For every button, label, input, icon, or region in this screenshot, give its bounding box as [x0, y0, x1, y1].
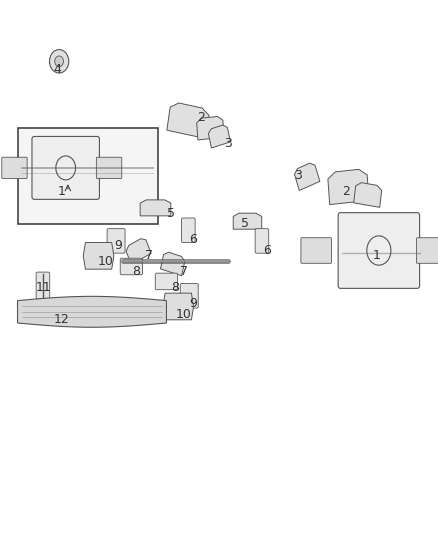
FancyBboxPatch shape [180, 284, 198, 308]
FancyBboxPatch shape [155, 273, 177, 290]
FancyBboxPatch shape [181, 218, 195, 243]
Circle shape [55, 56, 64, 67]
Text: 7: 7 [180, 265, 188, 278]
Polygon shape [140, 200, 171, 216]
Bar [18, 128, 158, 224]
Text: 9: 9 [114, 239, 122, 252]
FancyBboxPatch shape [36, 272, 49, 300]
PathPatch shape [18, 296, 166, 327]
Polygon shape [233, 213, 261, 229]
Text: 12: 12 [53, 313, 69, 326]
FancyBboxPatch shape [255, 229, 269, 253]
Text: 4: 4 [53, 63, 61, 76]
Circle shape [49, 50, 69, 73]
Text: 1: 1 [57, 185, 65, 198]
FancyBboxPatch shape [338, 213, 420, 288]
Polygon shape [208, 125, 230, 148]
Polygon shape [126, 239, 151, 264]
Polygon shape [163, 293, 194, 320]
FancyBboxPatch shape [417, 238, 438, 263]
Polygon shape [197, 117, 224, 140]
FancyBboxPatch shape [96, 157, 122, 179]
Text: 11: 11 [36, 281, 52, 294]
FancyBboxPatch shape [32, 136, 99, 199]
Text: 8: 8 [171, 281, 179, 294]
FancyBboxPatch shape [301, 238, 332, 263]
Polygon shape [294, 163, 320, 190]
Text: 6: 6 [189, 233, 197, 246]
Text: 1: 1 [373, 249, 381, 262]
Text: 7: 7 [145, 249, 153, 262]
Text: 3: 3 [294, 169, 302, 182]
Text: 10: 10 [176, 308, 192, 321]
Polygon shape [83, 243, 114, 269]
Polygon shape [160, 252, 185, 276]
Text: 8: 8 [132, 265, 140, 278]
Text: 10: 10 [97, 255, 113, 268]
Text: 3: 3 [224, 138, 232, 150]
Text: 9: 9 [189, 297, 197, 310]
Text: 5: 5 [241, 217, 249, 230]
Polygon shape [354, 183, 381, 207]
Text: 5: 5 [167, 207, 175, 220]
Polygon shape [167, 103, 209, 139]
Polygon shape [328, 169, 369, 205]
FancyBboxPatch shape [120, 259, 142, 275]
FancyBboxPatch shape [2, 157, 27, 179]
Text: 6: 6 [263, 244, 271, 257]
Text: 2: 2 [198, 111, 205, 124]
FancyBboxPatch shape [107, 229, 125, 253]
Text: 2: 2 [342, 185, 350, 198]
